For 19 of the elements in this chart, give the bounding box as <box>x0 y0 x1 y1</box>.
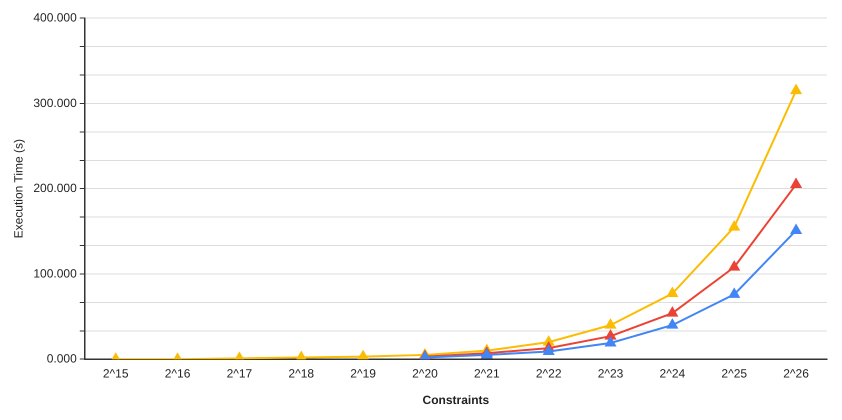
y-tick-label: 200.000 <box>33 181 78 196</box>
x-tick-label: 2^24 <box>660 366 686 381</box>
x-tick-label: 2^19 <box>350 366 376 381</box>
x-axis-title: Constraints <box>422 393 490 408</box>
x-tick-label: 2^26 <box>783 366 810 381</box>
x-tick-label: 2^23 <box>598 366 624 381</box>
x-tick-label: 2^17 <box>226 366 253 381</box>
x-tick-label: 2^18 <box>288 366 314 381</box>
y-tick-label: 300.000 <box>33 96 78 110</box>
x-tick-label: 2^20 <box>412 366 438 381</box>
x-tick-label: 2^15 <box>102 366 129 381</box>
y-tick-label: 400.000 <box>33 10 78 25</box>
x-tick-label: 2^21 <box>474 366 500 381</box>
x-tick-label: 2^16 <box>164 366 191 381</box>
y-tick-label: 100.000 <box>33 266 78 280</box>
y-axis-title: Execution Time (s) <box>12 139 26 238</box>
x-tick-label: 2^25 <box>721 366 748 381</box>
y-tick-label: 0.000 <box>46 352 78 366</box>
x-tick-label: 2^22 <box>536 366 562 381</box>
